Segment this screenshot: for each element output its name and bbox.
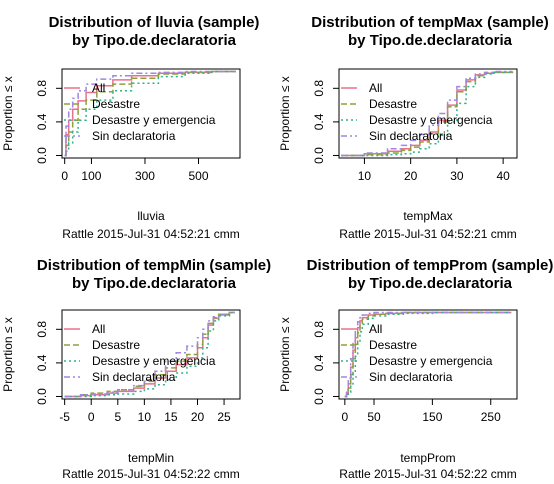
x-tick-label: 30 bbox=[450, 169, 464, 183]
y-axis-label: Proportion ≤ x bbox=[1, 317, 15, 392]
x-tick-label: 300 bbox=[135, 169, 155, 183]
x-tick-label: 250 bbox=[481, 410, 501, 424]
x-tick-label: 25 bbox=[217, 410, 231, 424]
legend-label: All bbox=[369, 81, 382, 95]
legend-label: Desastre y emergencia bbox=[92, 113, 216, 127]
chart-title-line: by Tipo.de.declaratoria bbox=[348, 275, 513, 292]
chart-panel-4: Distribution of tempProm (sample)by Tipo… bbox=[278, 257, 553, 481]
x-tick-label: 500 bbox=[188, 169, 208, 183]
series-line-4 bbox=[64, 311, 235, 398]
x-tick-label: 20 bbox=[191, 410, 205, 424]
legend-label: Desastre bbox=[369, 338, 417, 352]
x-tick-label: 10 bbox=[358, 169, 372, 183]
y-tick-label: 0.4 bbox=[312, 113, 326, 130]
x-tick-label: 0 bbox=[88, 410, 95, 424]
series-line-4 bbox=[341, 70, 513, 157]
y-axis-label: Proportion ≤ x bbox=[1, 76, 15, 151]
series-line-2 bbox=[344, 311, 512, 398]
legend-label: Desastre bbox=[92, 338, 140, 352]
legend-label: Desastre bbox=[369, 97, 417, 111]
y-axis-label: Proportion ≤ x bbox=[278, 76, 292, 151]
chart-panel-1: Distribution of lluvia (sample)by Tipo.d… bbox=[1, 14, 259, 241]
legend-label: Desastre y emergencia bbox=[369, 354, 493, 368]
y-tick-label: 0.0 bbox=[312, 388, 326, 405]
series-line-3 bbox=[344, 311, 512, 398]
y-tick-label: 0.8 bbox=[35, 321, 49, 338]
y-tick-label: 0.4 bbox=[35, 113, 49, 130]
series-line-2 bbox=[64, 70, 236, 157]
y-tick-label: 0.0 bbox=[312, 147, 326, 164]
y-tick-label: 0.4 bbox=[35, 354, 49, 371]
y-axis-label: Proportion ≤ x bbox=[278, 317, 292, 392]
series-line-3 bbox=[64, 311, 235, 398]
y-tick-label: 0.0 bbox=[35, 147, 49, 164]
series-line-3 bbox=[64, 70, 236, 157]
x-tick-label: 0 bbox=[61, 169, 68, 183]
series-line-1 bbox=[344, 311, 512, 398]
chart-title-line: by Tipo.de.declaratoria bbox=[348, 32, 513, 49]
legend-label: Sin declaratoria bbox=[92, 129, 176, 143]
footer-caption: Rattle 2015-Jul-31 04:52:21 cmm bbox=[62, 227, 239, 241]
legend-label: Sin declaratoria bbox=[92, 370, 176, 384]
legend-label: Desastre y emergencia bbox=[369, 113, 493, 127]
x-tick-label: 20 bbox=[404, 169, 418, 183]
chart-panel-2: Distribution of tempMax (sample)by Tipo.… bbox=[278, 14, 549, 241]
x-tick-label: 50 bbox=[367, 410, 381, 424]
legend-label: Desastre y emergencia bbox=[92, 354, 216, 368]
x-tick-label: -5 bbox=[59, 410, 70, 424]
footer-caption: Rattle 2015-Jul-31 04:52:22 cmm bbox=[62, 467, 239, 481]
plot-frame bbox=[338, 68, 518, 159]
y-tick-label: 0.8 bbox=[312, 321, 326, 338]
x-tick-label: 0 bbox=[341, 410, 348, 424]
y-tick-label: 0.8 bbox=[35, 80, 49, 97]
x-axis-label: tempProm bbox=[400, 451, 455, 465]
series-line-4 bbox=[344, 311, 512, 398]
x-tick-label: 40 bbox=[496, 169, 510, 183]
chart-title-line: by Tipo.de.declaratoria bbox=[72, 275, 237, 292]
plot-frame bbox=[61, 309, 241, 400]
y-tick-label: 0.8 bbox=[312, 80, 326, 97]
y-tick-label: 0.4 bbox=[312, 354, 326, 371]
legend-label: Sin declaratoria bbox=[369, 370, 453, 384]
footer-caption: Rattle 2015-Jul-31 04:52:21 cmm bbox=[339, 227, 516, 241]
x-tick-label: 5 bbox=[114, 410, 121, 424]
chart-title-line: by Tipo.de.declaratoria bbox=[72, 32, 237, 49]
legend-label: All bbox=[92, 322, 105, 336]
y-tick-label: 0.0 bbox=[35, 388, 49, 405]
legend-label: All bbox=[92, 81, 105, 95]
x-tick-label: 10 bbox=[138, 410, 152, 424]
chart-title-line: Distribution of tempMax (sample) bbox=[311, 14, 549, 31]
series-line-3 bbox=[341, 71, 514, 157]
x-tick-label: 100 bbox=[81, 169, 101, 183]
chart-title-line: Distribution of lluvia (sample) bbox=[49, 14, 260, 31]
x-axis-label: tempMax bbox=[403, 209, 452, 223]
chart-panel-3: Distribution of tempMin (sample)by Tipo.… bbox=[1, 257, 271, 481]
plot-frame bbox=[61, 68, 241, 159]
x-axis-label: tempMin bbox=[128, 451, 174, 465]
legend-label: All bbox=[369, 322, 382, 336]
legend-label: Desastre bbox=[92, 97, 140, 111]
legend-label: Sin declaratoria bbox=[369, 129, 453, 143]
x-tick-label: 15 bbox=[164, 410, 178, 424]
plot-frame bbox=[338, 309, 518, 400]
chart-title-line: Distribution of tempMin (sample) bbox=[37, 257, 271, 274]
x-axis-label: lluvia bbox=[137, 209, 165, 223]
footer-caption: Rattle 2015-Jul-31 04:52:22 cmm bbox=[339, 467, 516, 481]
x-tick-label: 150 bbox=[422, 410, 442, 424]
chart-title-line: Distribution of tempProm (sample) bbox=[307, 257, 554, 274]
series-line-4 bbox=[64, 70, 236, 157]
